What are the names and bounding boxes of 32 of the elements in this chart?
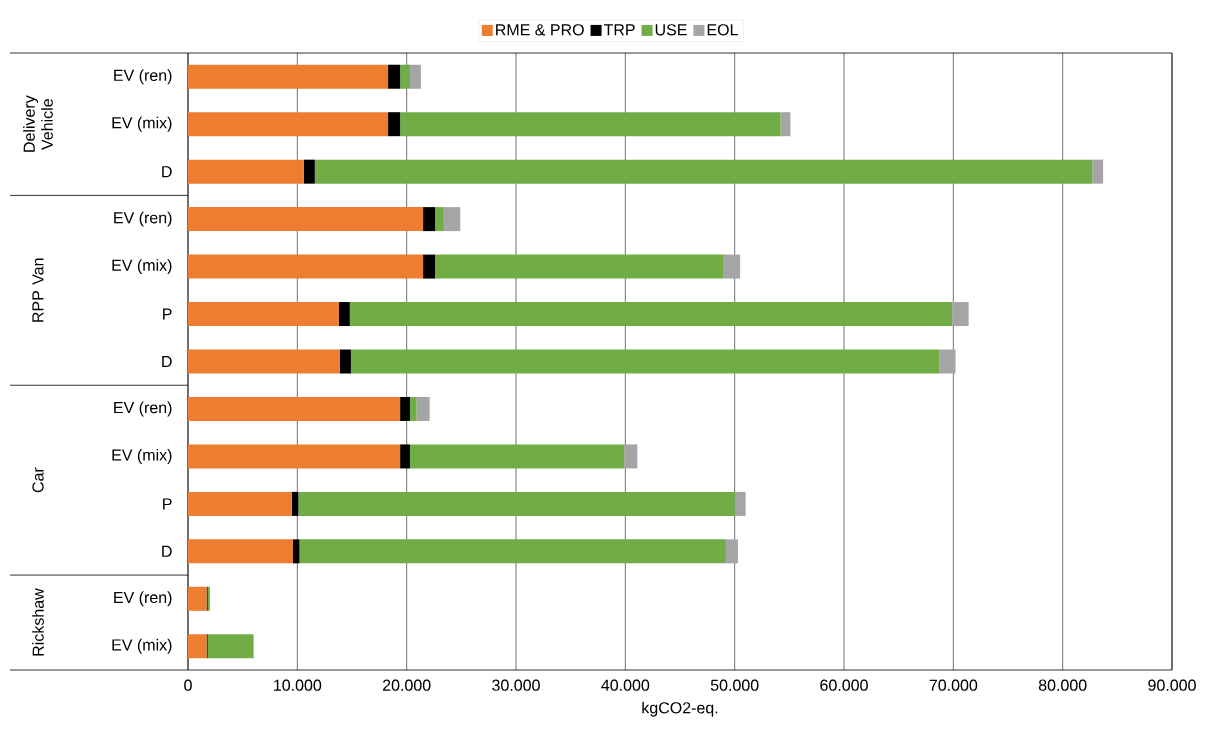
y-tick-label: D xyxy=(162,545,172,557)
x-tick-label: 90.000 xyxy=(1148,679,1196,691)
x-tick-label: 0 xyxy=(184,679,192,691)
y-tick-label: P xyxy=(163,498,172,510)
x-tick-label: 80.000 xyxy=(1038,679,1087,691)
y-tick-label: EV (mix) xyxy=(112,116,172,132)
y-tick-label: P xyxy=(163,308,172,320)
legend-label: TRP xyxy=(603,24,635,36)
y-tick-label: EV (ren) xyxy=(114,591,172,607)
x-tick-label: 70.000 xyxy=(929,679,978,691)
y-tick-label: EV (mix) xyxy=(112,448,172,464)
x-tick-label: 10.000 xyxy=(274,679,322,691)
x-tick-label: 50.000 xyxy=(710,679,759,691)
x-tick-label: 20.000 xyxy=(383,679,431,691)
x-tick-label: 40.000 xyxy=(601,679,650,691)
y-tick-label: EV (ren) xyxy=(114,211,172,227)
legend-label: USE xyxy=(655,24,687,36)
y-tick-label: EV (mix) xyxy=(112,259,172,275)
x-axis-title: kgCO2-eq. xyxy=(642,701,718,717)
y-tick-label: EV (mix) xyxy=(112,638,172,654)
y-tick-label: EV (ren) xyxy=(114,69,172,85)
text: Delivery Vehicle xyxy=(23,95,53,152)
text: RPP Van xyxy=(32,258,44,322)
x-tick-label: 60.000 xyxy=(820,679,868,691)
y-tick-label: D xyxy=(162,355,172,368)
legend-label: RME & PRO xyxy=(496,24,584,36)
y-tick-label: D xyxy=(162,166,172,178)
text: Car xyxy=(32,467,44,493)
legend-label: EOL xyxy=(707,24,738,36)
x-tick-label: 30.000 xyxy=(492,679,540,691)
y-tick-label: EV (ren) xyxy=(114,401,172,417)
text: Rickshaw xyxy=(32,588,44,656)
